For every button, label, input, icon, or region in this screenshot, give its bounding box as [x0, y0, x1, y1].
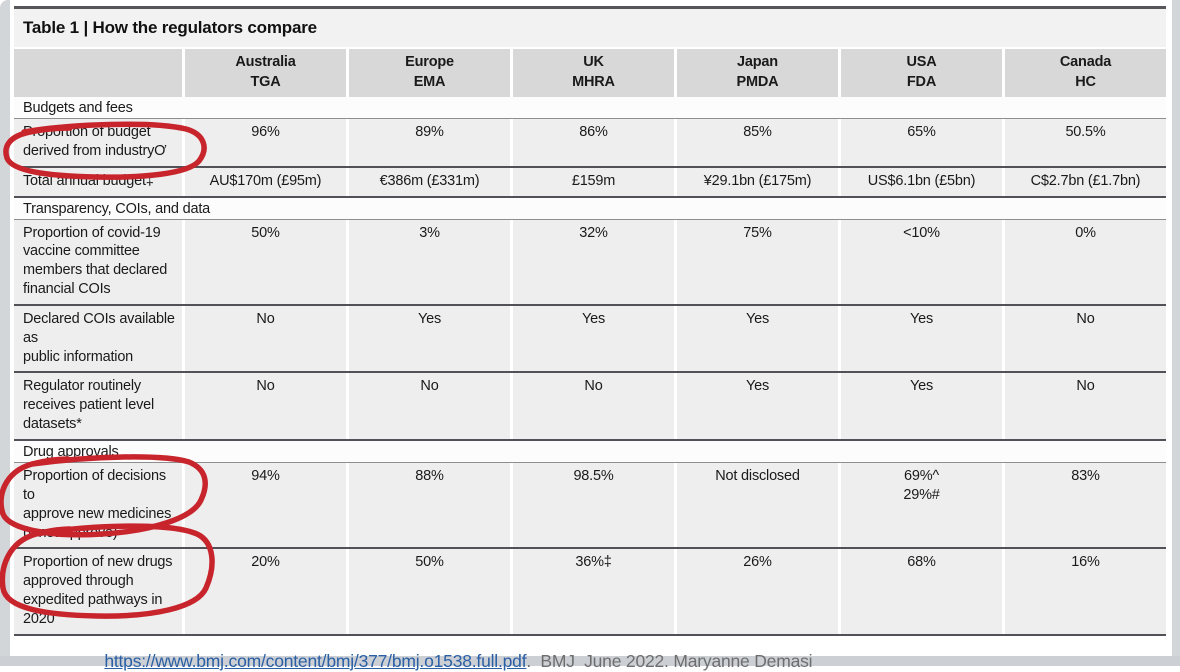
row-value: 26% [677, 549, 838, 634]
table-row: Regulator routinely receives patient lev… [14, 373, 1166, 441]
row-value: 69%^ 29%# [841, 462, 1002, 548]
row-value: No [185, 373, 346, 439]
row-value: 96% [185, 119, 346, 166]
row-label: Proportion of covid-19 vaccine committee… [14, 219, 182, 304]
column-header: Australia TGA [185, 49, 346, 97]
row-value: 32% [513, 219, 674, 304]
row-value: 16% [1005, 549, 1166, 634]
row-value: Not disclosed [677, 462, 838, 548]
column-header: Europe EMA [349, 49, 510, 97]
row-value: 94% [185, 462, 346, 548]
table-title: Table 1 | How the regulators compare [14, 9, 1166, 47]
window-frame-left [0, 0, 10, 666]
row-value: 88% [349, 462, 510, 548]
window-frame-right [1172, 0, 1180, 666]
row-value: Yes [349, 305, 510, 372]
row-value: 36%‡ [513, 549, 674, 634]
column-header: USA FDA [841, 49, 1002, 97]
row-value: C$2.7bn (£1.7bn) [1005, 167, 1166, 196]
row-value: No [1005, 305, 1166, 372]
row-value: 85% [677, 119, 838, 166]
row-value: 75% [677, 219, 838, 304]
row-value: Yes [841, 373, 1002, 439]
window-frame-bottom [0, 656, 1180, 666]
row-label: Declared COIs available as public inform… [14, 305, 182, 372]
row-label-circled: Proportion of new drugs approved through… [14, 549, 182, 634]
row-value: <10% [841, 219, 1002, 304]
row-value: No [513, 373, 674, 439]
citation-text: . BMJ June 2022. Maryanne Demasi [526, 651, 813, 671]
row-value: 20% [185, 549, 346, 634]
row-value: Yes [841, 305, 1002, 372]
row-value: ¥29.1bn (£175m) [677, 167, 838, 196]
section-header: Budgets and fees [14, 97, 1166, 119]
row-value: 65% [841, 119, 1002, 166]
row-value: US$6.1bn (£5bn) [841, 167, 1002, 196]
table-row: Total annual budget‡ AU$170m (£95m) €386m … [14, 167, 1166, 198]
row-label-circled: Proportion of decisions to approve new m… [14, 462, 182, 548]
source-link[interactable]: https://www.bmj.com/content/bmj/377/bmj.… [104, 651, 527, 671]
table-row: Proportion of covid-19 vaccine committee… [14, 219, 1166, 306]
row-value: 50% [349, 549, 510, 634]
table-row: Proportion of decisions to approve new m… [14, 462, 1166, 550]
row-value: 50.5% [1005, 119, 1166, 166]
row-value: 98.5% [513, 462, 674, 548]
row-value: 89% [349, 119, 510, 166]
row-value: 0% [1005, 219, 1166, 304]
row-value: No [1005, 373, 1166, 439]
row-value: 86% [513, 119, 674, 166]
section-header: Drug approvals [14, 440, 1166, 463]
row-value: Yes [513, 305, 674, 372]
table-row: Proportion of new drugs approved through… [14, 549, 1166, 636]
row-label: Total annual budget‡ [14, 167, 182, 196]
column-header: Canada HC [1005, 49, 1166, 97]
row-value: 83% [1005, 462, 1166, 548]
row-value: Yes [677, 373, 838, 439]
row-value: 68% [841, 549, 1002, 634]
column-header: UK MHRA [513, 49, 674, 97]
row-value: 3% [349, 219, 510, 304]
table-row: Declared COIs available as public inform… [14, 305, 1166, 374]
row-value: AU$170m (£95m) [185, 167, 346, 196]
row-value: No [349, 373, 510, 439]
regulators-comparison-table: Table 1 | How the regulators compare Aus… [14, 6, 1166, 636]
row-value: £159m [513, 167, 674, 196]
row-value: No [185, 305, 346, 372]
column-header: Japan PMDA [677, 49, 838, 97]
row-value: €386m (£331m) [349, 167, 510, 196]
row-label-circled: Proportion of budget derived from indust… [14, 119, 182, 166]
table-header-row: Australia TGA Europe EMA UK MHRA Japan PMDA… [14, 49, 1166, 97]
table-row: Proportion of budget derived from indust… [14, 119, 1166, 168]
table-body: Budgets and fees Proportion of budget der… [14, 97, 1166, 636]
section-header: Transparency, COIs, and data [14, 197, 1166, 220]
row-value: Yes [677, 305, 838, 372]
row-value: 50% [185, 219, 346, 304]
column-header-empty [14, 49, 182, 97]
row-label: Regulator routinely receives patient lev… [14, 373, 182, 439]
